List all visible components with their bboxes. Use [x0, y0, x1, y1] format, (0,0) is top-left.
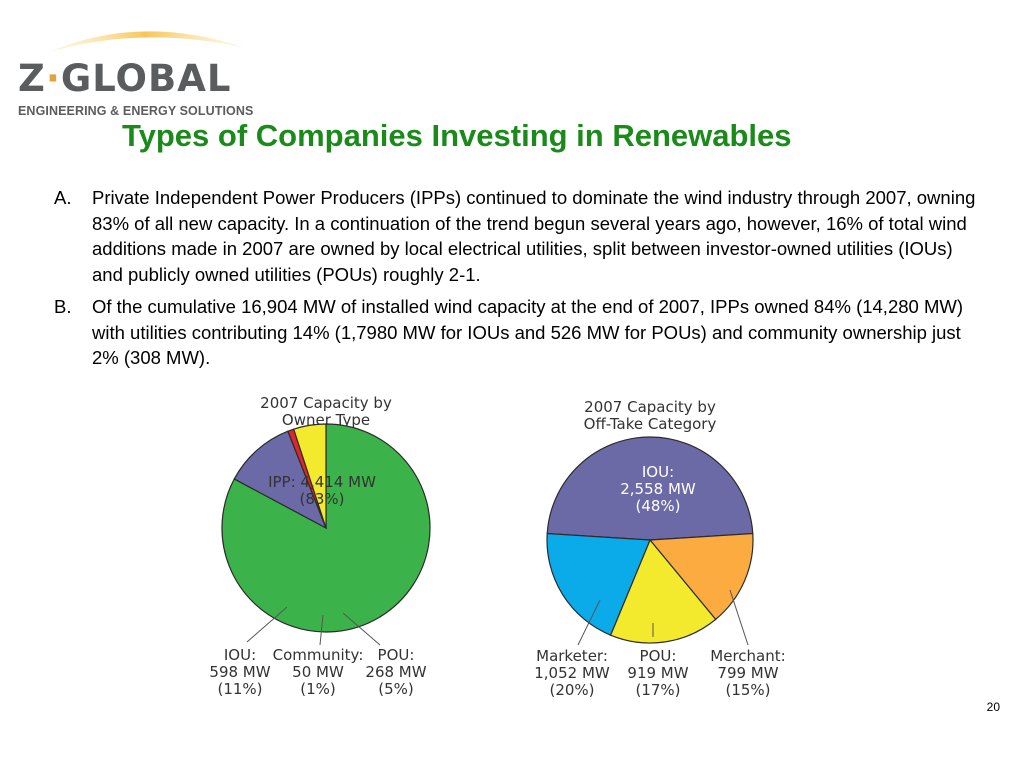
pie-slice-label-line: 50 MW: [292, 663, 344, 681]
logo-name-left: Z: [18, 57, 46, 100]
pie-label-leader: [729, 589, 749, 646]
pie-chart-title-line: 2007 Capacity by: [260, 394, 392, 412]
bullet-marker: A.: [54, 187, 72, 208]
logo-name: Z·GLOBAL: [18, 60, 231, 97]
pie-slice-label-line: (5%): [378, 680, 414, 698]
pie-slice-label: Marketer: 1,052 MW (20%): [534, 647, 610, 699]
pie-slice-label-line: Marketer:: [536, 647, 608, 665]
pie-slice-pou: [292, 423, 327, 529]
bullet-marker: B.: [54, 296, 72, 317]
bullet-point: B. Of the cumulative 16,904 MW of instal…: [54, 294, 984, 371]
pie-slice-label: IOU: 2,558 MW (48%): [620, 463, 696, 515]
pie-slice-label-line: 2,558 MW: [620, 480, 696, 498]
pie-slice-label-line: (17%): [635, 681, 680, 699]
bullet-list: A. Private Independent Power Producers (…: [54, 185, 984, 378]
pie-chart-2: 2007 Capacity by Off-Take Category IOU: 2,5…: [534, 398, 785, 699]
pie-slice-iou: [546, 436, 754, 541]
pie-chart-title: 2007 Capacity by Owner Type: [260, 394, 392, 429]
pie-slice-label-line: (1%): [300, 680, 336, 698]
pie-slice-label-line: (15%): [725, 681, 770, 699]
pie-slice-label: Merchant: 799 MW (15%): [710, 647, 785, 699]
pie-slice-label-line: IPP: 4,414 MW: [268, 473, 376, 491]
pie-label-leader: [319, 614, 324, 646]
company-logo: Z·GLOBAL ENGINEERING & ENERGY SOLUTIONS: [14, 14, 264, 118]
pie-slice-label-line: Community:: [273, 646, 364, 664]
pie-chart-title-line: 2007 Capacity by: [584, 398, 716, 416]
bullet-text: Private Independent Power Producers (IPP…: [92, 187, 976, 285]
pie-slice-label: Community: 50 MW (1%): [273, 646, 364, 698]
page-number: 20: [986, 700, 1000, 714]
logo-name-dot: ·: [45, 57, 61, 100]
pie-slice-label-line: 268 MW: [365, 663, 426, 681]
pie-chart-title: 2007 Capacity by Off-Take Category: [584, 398, 717, 433]
pie-slice-iou: [233, 430, 328, 530]
pie-slice-label-line: (20%): [549, 681, 594, 699]
pie-chart-title-line: Off-Take Category: [584, 415, 717, 433]
pie-slice-label-line: 919 MW: [627, 664, 688, 682]
pie-slice-label-line: (83%): [299, 490, 344, 508]
pie-slice-marketer: [546, 532, 651, 636]
pie-slice-label: IPP: 4,414 MW (83%): [268, 473, 376, 508]
logo-name-right: GLOBAL: [60, 57, 232, 100]
pie-slice-label: POU: 268 MW (5%): [365, 646, 426, 698]
pie-slice-label: POU: 919 MW (17%): [627, 647, 688, 699]
pie-slice-label-line: 799 MW: [717, 664, 778, 682]
pie-label-leader: [342, 612, 381, 646]
pie-slice-label-line: POU:: [640, 647, 677, 665]
pie-slice-label-line: 598 MW: [209, 663, 270, 681]
pie-label-leader: [246, 606, 288, 643]
pie-slice-ipp: [221, 423, 431, 633]
pie-slice-label-line: POU:: [378, 646, 415, 664]
pie-label-leader: [577, 599, 601, 646]
pie-slice-label-line: (11%): [217, 680, 262, 698]
pie-slice-pou: [609, 538, 717, 644]
pie-slice-label-line: IOU:: [642, 463, 674, 481]
pie-slice-label-line: (48%): [635, 497, 680, 515]
slide-title: Types of Companies Investing in Renewabl…: [122, 118, 792, 153]
pie-slice-label-line: Merchant:: [710, 647, 785, 665]
bullet-text: Of the cumulative 16,904 MW of installed…: [92, 296, 963, 368]
logo-tagline: ENGINEERING & ENERGY SOLUTIONS: [18, 104, 254, 118]
pie-slice-label-line: IOU:: [224, 646, 256, 664]
pie-slice-label-line: 1,052 MW: [534, 664, 610, 682]
pie-chart-title-line: Owner Type: [282, 411, 370, 429]
pie-slice-merchant: [648, 532, 754, 621]
logo-swoosh: [44, 31, 246, 54]
pie-slice-label: IOU: 598 MW (11%): [209, 646, 270, 698]
bullet-point: A. Private Independent Power Producers (…: [54, 185, 984, 287]
